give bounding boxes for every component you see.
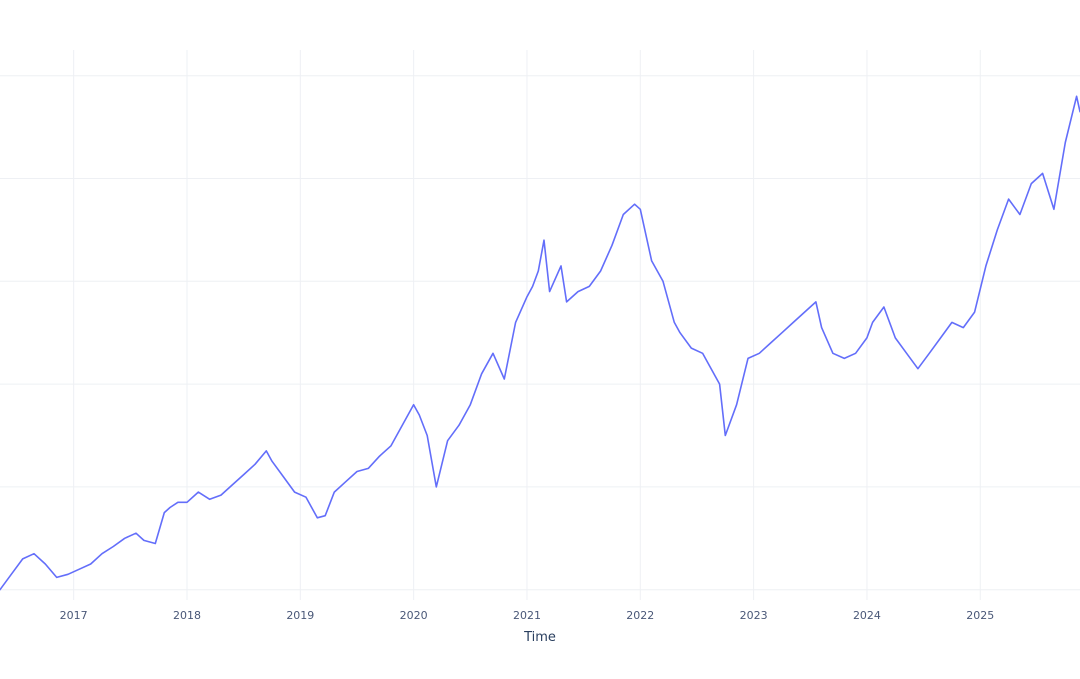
series-line-0 [0, 95, 1080, 591]
x-axis-ticks: 2017 2018 2019 2020 2021 2022 2023 2024 2025 [60, 609, 995, 622]
x-tick-label: 2017 [60, 609, 88, 622]
x-tick-label: 2025 [966, 609, 994, 622]
x-axis-title: Time [523, 630, 556, 645]
x-tick-label: 2024 [853, 609, 881, 622]
gridlines [0, 50, 1080, 600]
x-tick-label: 2022 [626, 609, 654, 622]
x-tick-label: 2020 [400, 609, 428, 622]
x-tick-label: 2019 [286, 609, 314, 622]
x-tick-label: 2021 [513, 609, 541, 622]
series-layer [0, 95, 1080, 591]
x-tick-label: 2018 [173, 609, 201, 622]
x-tick-label: 2023 [740, 609, 768, 622]
